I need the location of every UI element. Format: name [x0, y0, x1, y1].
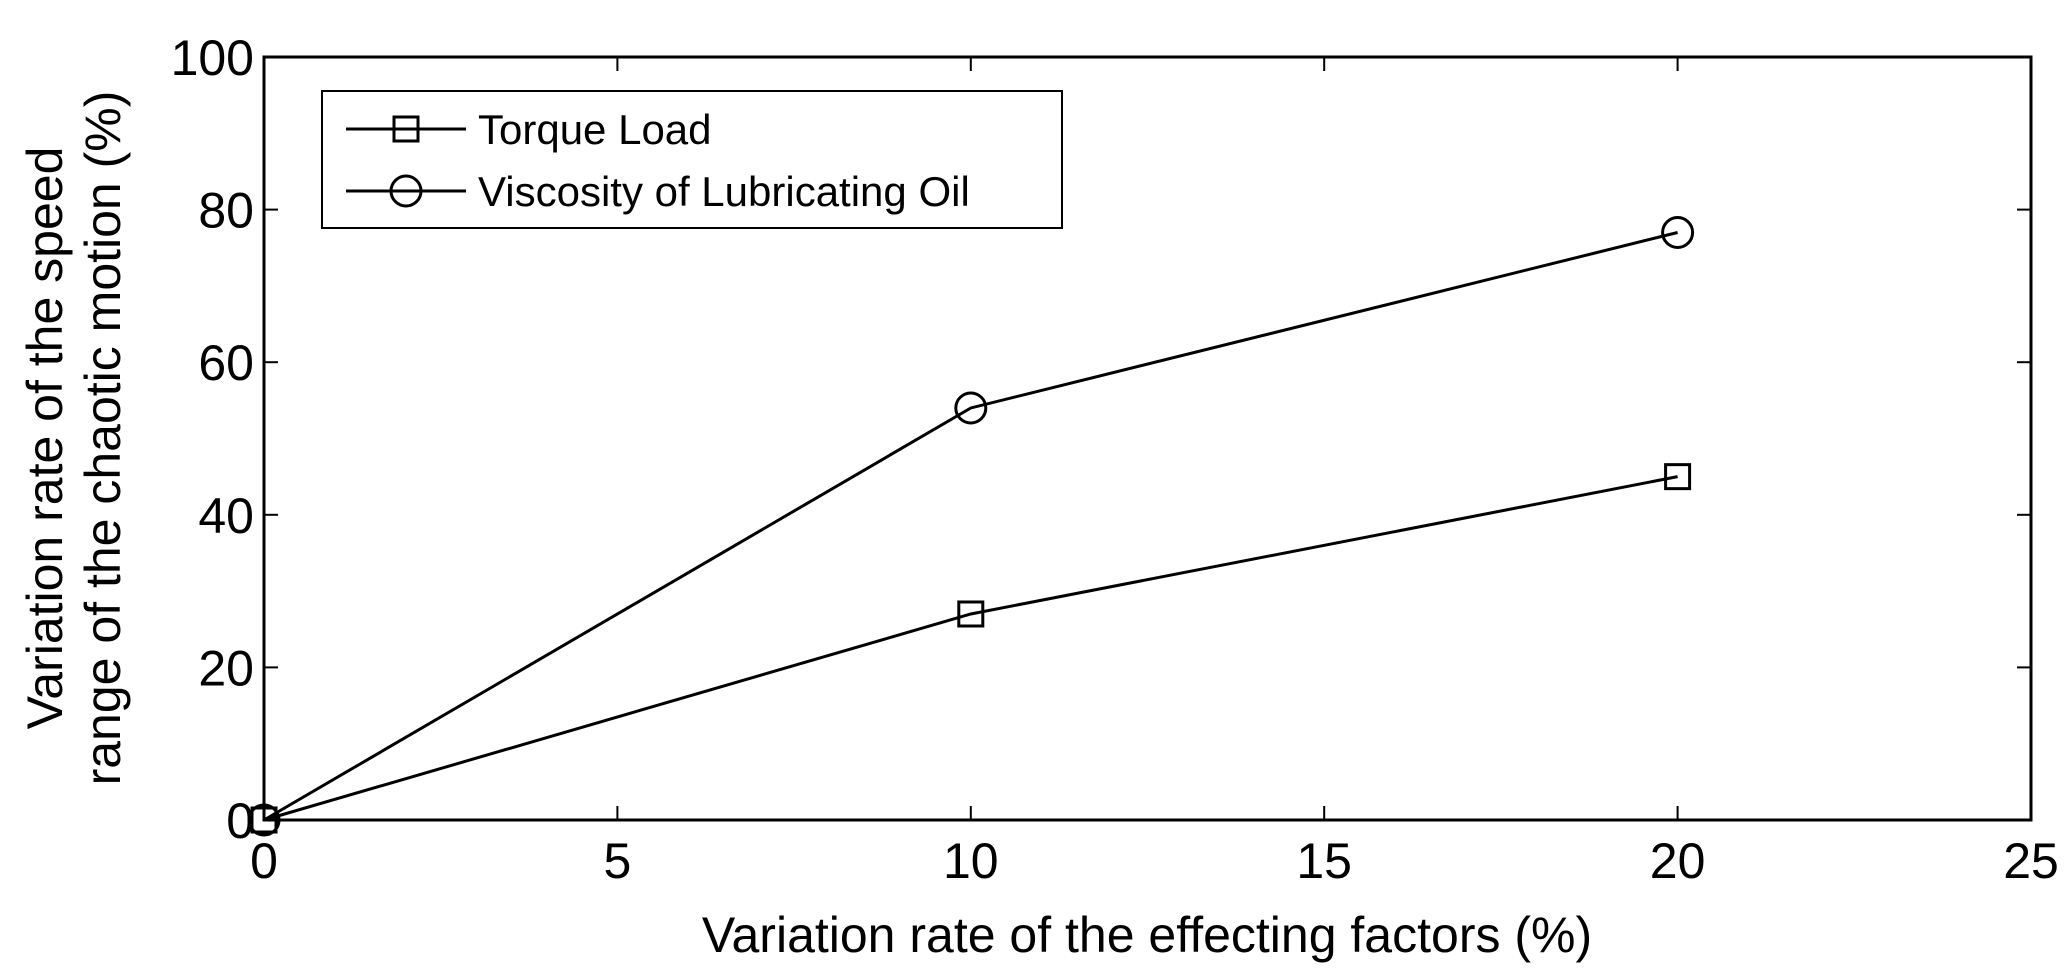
y-axis-label-line-2: range of the chaotic motion (%) — [75, 91, 131, 786]
y-tick-label: 20 — [198, 640, 254, 696]
legend-square-marker-icon — [392, 115, 420, 143]
series-line-0 — [263, 475, 1678, 822]
y-axis-label-line-1: Variation rate of the speed — [17, 147, 73, 730]
y-tick-label: 80 — [198, 183, 254, 239]
circle-marker — [247, 803, 281, 837]
legend-box — [321, 90, 1063, 229]
square-marker — [957, 600, 985, 628]
x-tick-label: 20 — [1650, 833, 1706, 889]
y-tick-label: 40 — [198, 488, 254, 544]
legend: Torque Load Viscosity of Lubricating Oil — [321, 90, 1063, 229]
x-tick-label: 10 — [943, 833, 999, 889]
square-marker — [1664, 463, 1692, 491]
legend-label-viscosity: Viscosity of Lubricating Oil — [478, 168, 970, 215]
x-tick-label: 15 — [1296, 833, 1352, 889]
circle-marker — [1661, 215, 1695, 249]
square-marker — [250, 806, 278, 834]
series-line-1 — [263, 231, 1678, 822]
x-axis-label: Variation rate of the effecting factors … — [702, 907, 1592, 963]
legend-circle-marker-icon — [389, 174, 423, 208]
y-tick-label: 100 — [171, 30, 254, 86]
x-tick-label: 5 — [603, 833, 631, 889]
legend-label-torque-load: Torque Load — [478, 106, 712, 153]
x-tick-label: 0 — [250, 833, 278, 889]
x-tick-label: 25 — [2003, 833, 2059, 889]
y-tick-label: 60 — [198, 335, 254, 391]
circle-marker — [954, 391, 988, 425]
